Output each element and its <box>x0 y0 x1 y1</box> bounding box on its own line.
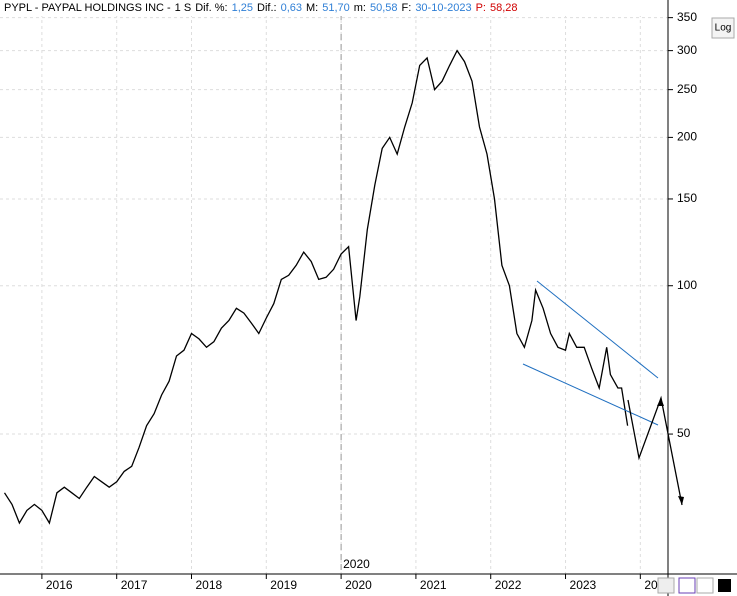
icon-button[interactable] <box>718 579 731 592</box>
x-tick-label: 2018 <box>195 578 222 592</box>
header-part: Dif. %: <box>195 2 227 14</box>
icon-button[interactable] <box>657 577 675 594</box>
marker-label: 2020 <box>343 557 370 571</box>
header-part: F: <box>402 2 412 14</box>
x-tick-label: 20 <box>644 578 658 592</box>
price-line <box>3 49 629 525</box>
trend-line-upper <box>536 280 659 379</box>
x-tick-label: 2019 <box>270 578 297 592</box>
header-part: Dif.: <box>257 2 277 14</box>
arrow-head <box>657 398 664 406</box>
y-tick-label: 250 <box>677 82 697 96</box>
y-tick-label: 200 <box>677 130 697 144</box>
trend-line-lower <box>522 363 659 426</box>
icon-button[interactable] <box>696 577 714 594</box>
header-part: 0,63 <box>281 2 302 14</box>
x-tick-label: 2020 <box>345 578 372 592</box>
log-button[interactable] <box>711 17 735 39</box>
y-tick-label: 150 <box>677 191 697 205</box>
arrow-head <box>678 496 684 505</box>
projection-arrow <box>627 395 683 506</box>
header-part: 58,28 <box>490 2 518 14</box>
x-tick-label: 2022 <box>495 578 522 592</box>
header-text: PYPL - PAYPAL HOLDINGS INC - 1 S Dif. %: 1,… <box>4 2 518 14</box>
header-bg <box>0 0 668 16</box>
header-part: 50,58 <box>370 2 398 14</box>
header: PYPL - PAYPAL HOLDINGS INC - 1 S Dif. %: 1,… <box>4 2 518 14</box>
x-tick-label: 2023 <box>570 578 597 592</box>
icon-button[interactable] <box>678 577 696 594</box>
x-tick-label: 2021 <box>420 578 447 592</box>
y-tick-label: 350 <box>677 10 697 24</box>
header-part: 1 S <box>175 2 192 14</box>
header-part: M: <box>306 2 318 14</box>
header-part: 51,70 <box>322 2 350 14</box>
log-button-label: Log <box>715 23 732 34</box>
x-tick-label: 2016 <box>46 578 73 592</box>
y-tick-label: 100 <box>677 278 697 292</box>
header-part: PYPL - PAYPAL HOLDINGS INC - <box>4 2 171 14</box>
y-tick-label: 300 <box>677 43 697 57</box>
grid: 2020 <box>0 14 668 574</box>
header-part: 1,25 <box>232 2 253 14</box>
header-part: m: <box>354 2 366 14</box>
header-part: 30-10-2023 <box>415 2 471 14</box>
plot <box>3 49 629 525</box>
header-part: P: <box>476 2 486 14</box>
x-tick-label: 2017 <box>121 578 148 592</box>
y-tick-label: 50 <box>677 426 691 440</box>
